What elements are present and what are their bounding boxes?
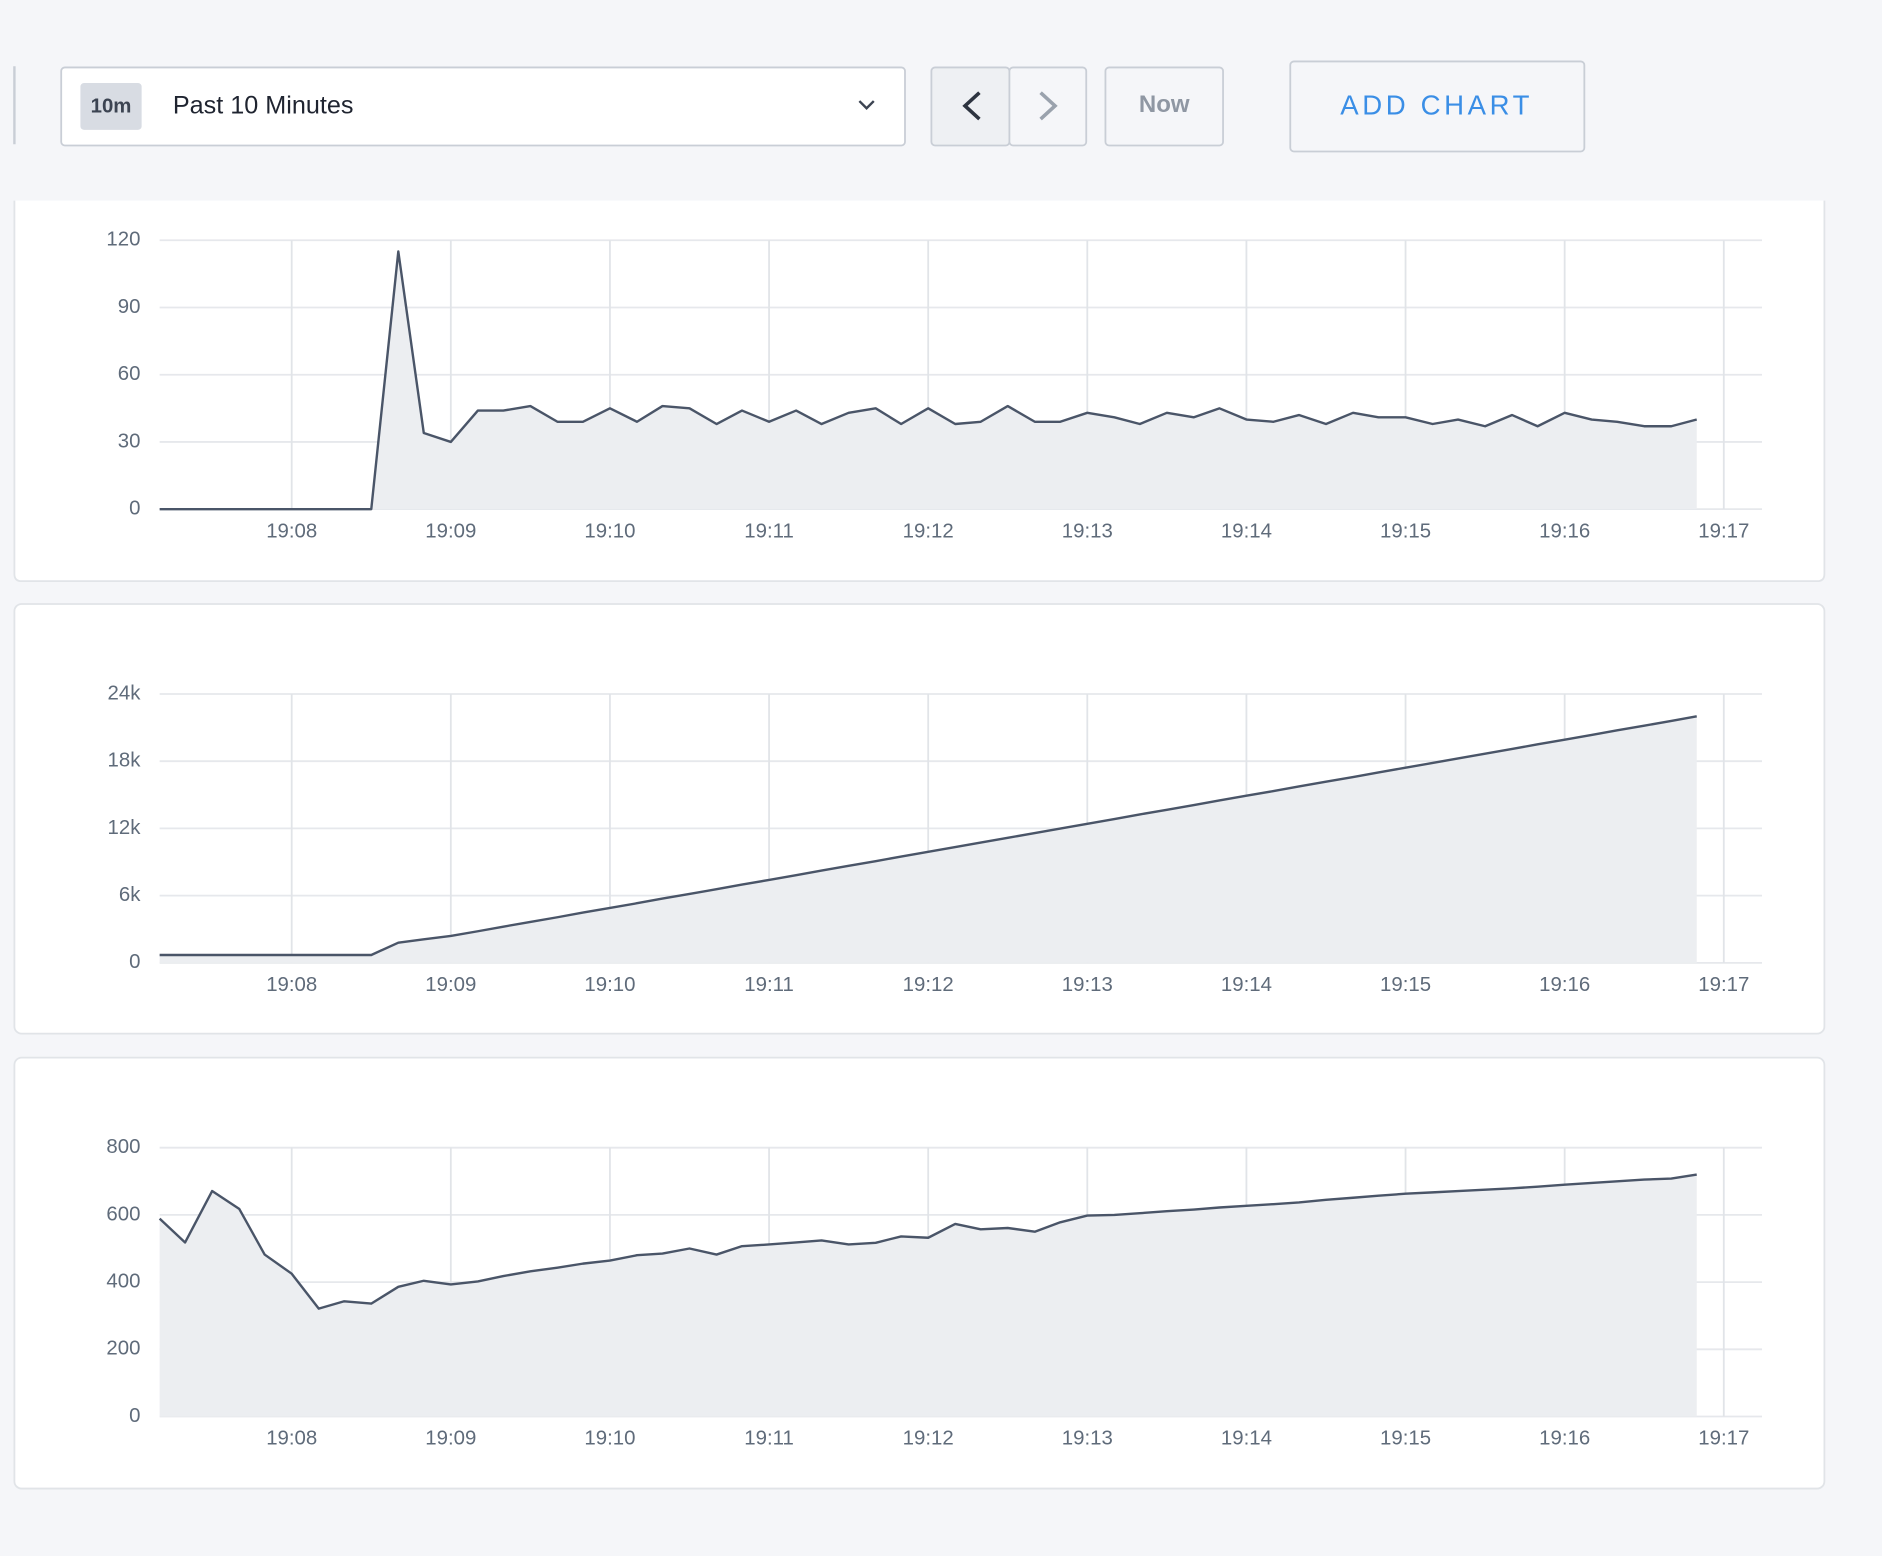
dropdown-box[interactable] (60, 66, 906, 147)
y-tick-label: 400 (106, 1270, 140, 1292)
prev-icon (962, 91, 981, 121)
x-tick-label: 19:16 (1539, 974, 1590, 996)
x-tick-label: 19:08 (266, 1428, 317, 1450)
y-tick-label: 6k (119, 884, 141, 906)
prev-button[interactable] (930, 66, 1011, 147)
x-tick-label: 19:16 (1539, 520, 1590, 542)
y-tick-label: 24k (108, 682, 142, 704)
x-tick-label: 19:13 (1062, 520, 1113, 542)
range-badge-bg (80, 83, 142, 130)
y-tick-label: 60 (118, 363, 141, 385)
x-tick-label: 19:09 (425, 1428, 476, 1450)
x-tick-label: 19:08 (266, 520, 317, 542)
x-tick-label: 19:10 (584, 520, 635, 542)
y-tick-label: 200 (106, 1338, 140, 1360)
x-tick-label: 19:16 (1539, 1428, 1590, 1450)
x-tick-label: 19:10 (584, 974, 635, 996)
area-fill (159, 251, 1697, 510)
x-tick-label: 19:14 (1221, 520, 1272, 542)
x-tick-label: 19:14 (1221, 974, 1272, 996)
line (159, 715, 1697, 957)
x-tick-label: 19:12 (903, 1428, 954, 1450)
x-tick-label: 19:11 (744, 520, 794, 542)
area-fill (159, 1174, 1697, 1417)
x-tick-label: 19:11 (744, 1428, 794, 1450)
range-dropdown[interactable]: 10m Past 10 Minutes (60, 66, 906, 147)
x-tick-label: 19:13 (1062, 1428, 1113, 1450)
y-tick-label: 90 (118, 296, 141, 318)
next-button[interactable] (1008, 66, 1088, 147)
line (159, 250, 1698, 511)
area-fill (159, 716, 1697, 963)
x-tick-label: 19:09 (425, 520, 476, 542)
x-tick-label: 19:12 (903, 974, 954, 996)
y-tick-label: 0 (129, 951, 140, 973)
y-tick-label: 0 (129, 1405, 140, 1427)
add-chart-button[interactable] (1289, 60, 1586, 153)
x-tick-label: 19:15 (1380, 1428, 1431, 1450)
y-tick-label: 120 (106, 229, 140, 251)
x-tick-label: 19:09 (425, 974, 476, 996)
y-tick-label: 0 (129, 498, 140, 520)
x-tick-label: 19:15 (1380, 520, 1431, 542)
now-button[interactable] (1104, 66, 1224, 147)
x-tick-label: 19:13 (1062, 974, 1113, 996)
x-tick-label: 19:11 (744, 974, 794, 996)
range-label: Past 10 Minutes (173, 92, 354, 120)
x-tick-label: 19:10 (584, 1428, 635, 1450)
x-tick-label: 19:15 (1380, 974, 1431, 996)
x-tick-label: 19:17 (1698, 974, 1749, 996)
x-tick-label: 19:08 (266, 974, 317, 996)
x-tick-label: 19:17 (1698, 1428, 1749, 1450)
next-icon (1039, 91, 1058, 121)
y-tick-label: 18k (108, 750, 142, 772)
dropdown-chevron (858, 100, 875, 110)
y-tick-label: 600 (106, 1203, 140, 1225)
line (158, 1173, 1697, 1310)
y-tick-label: 30 (118, 430, 141, 452)
x-tick-label: 19:12 (903, 520, 954, 542)
x-tick-label: 19:17 (1698, 520, 1749, 542)
add-chart-label: ADD CHART (1340, 89, 1533, 120)
y-tick-label: 12k (108, 817, 142, 839)
now-label: Now (1139, 91, 1190, 118)
y-tick-label: 800 (106, 1136, 140, 1158)
range-badge: 10m (91, 95, 132, 117)
x-tick-label: 19:14 (1221, 1428, 1272, 1450)
